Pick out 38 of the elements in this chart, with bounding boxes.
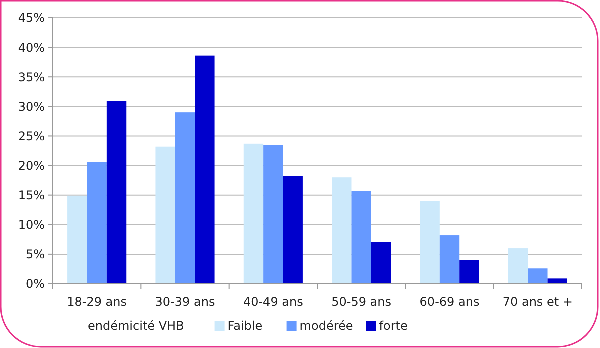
legend-label: Faible: [228, 319, 263, 333]
y-tick-label: 20%: [18, 158, 45, 173]
legend-label: modérée: [300, 319, 354, 333]
y-tick-label: 25%: [18, 129, 45, 144]
y-tick-label: 45%: [18, 11, 45, 26]
bar: [548, 278, 568, 284]
y-tick-label: 0%: [26, 277, 45, 292]
y-tick-label: 10%: [18, 218, 45, 232]
bar: [283, 176, 303, 284]
y-tick-label: 15%: [18, 188, 45, 203]
bar: [528, 268, 548, 284]
legend-title: endémicité VHB: [88, 319, 184, 333]
bar: [87, 162, 107, 284]
bar: [68, 196, 88, 284]
bar: [175, 112, 196, 284]
bar: [106, 101, 127, 284]
bar: [244, 144, 264, 284]
bar: [156, 146, 176, 284]
bar: [352, 191, 372, 284]
x-tick-label: 60-69 ans: [420, 295, 480, 309]
x-tick-label: 40-49 ans: [243, 295, 304, 309]
y-tick-label: 5%: [26, 248, 45, 262]
bar: [460, 260, 480, 284]
bar: [440, 236, 460, 284]
x-tick-label: 30-39 ans: [155, 295, 216, 309]
bar: [508, 248, 528, 284]
y-tick-label: 30%: [18, 100, 45, 114]
y-tick-label: 35%: [18, 70, 45, 84]
y-tick-label: 40%: [18, 40, 45, 55]
bar: [264, 145, 284, 284]
bar: [195, 56, 215, 284]
x-tick-label: 50-59 ans: [332, 295, 392, 309]
bar: [371, 242, 392, 284]
x-tick-label: 18-29 ans: [67, 295, 128, 309]
legend-label: forte: [379, 319, 408, 333]
bar: [420, 201, 440, 284]
x-tick-label: 70 ans et +: [502, 295, 573, 309]
bar: [332, 178, 352, 284]
